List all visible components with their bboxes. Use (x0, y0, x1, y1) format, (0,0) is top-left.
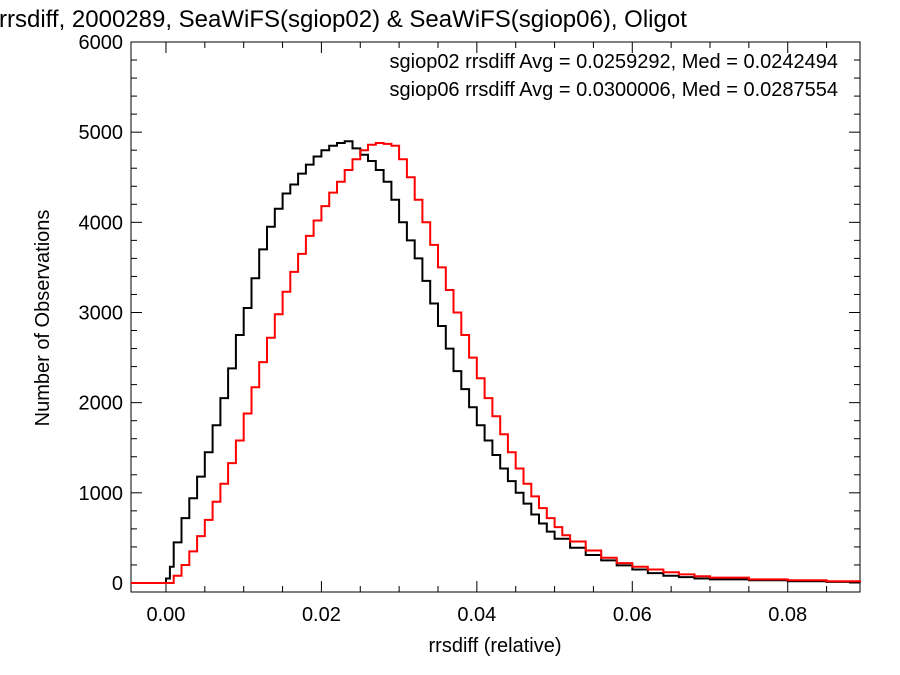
y-tick-label: 3000 (79, 302, 124, 324)
y-axis-label: Number of Observations (32, 210, 54, 427)
y-tick-label: 4000 (79, 212, 124, 234)
series-line-sgiop06 (131, 142, 861, 584)
y-tick-label: 0 (112, 573, 123, 595)
series-layer (131, 140, 861, 584)
y-tick-label: 5000 (79, 122, 124, 144)
x-tick-label: 0.08 (768, 604, 807, 626)
axis-tick-labels: 0.00 0.02 0.04 0.06 0.08 0 1000 2000 3000 4000 500… (79, 32, 808, 626)
x-tick-label: 0.04 (457, 604, 496, 626)
x-axis-label: rrsdiff (relative) (429, 635, 562, 657)
x-tick-label: 0.00 (147, 604, 186, 626)
y-tick-label: 2000 (79, 393, 124, 415)
x-tick-label: 0.06 (613, 604, 652, 626)
y-tick-label: 6000 (79, 32, 124, 54)
series-line-sgiop02 (131, 140, 861, 584)
chart-title: rrsdiff, 2000289, SeaWiFS(sgiop02) & Sea… (0, 6, 687, 33)
x-tick-label: 0.02 (302, 604, 341, 626)
axis-ticks (131, 41, 860, 592)
plot-frame (130, 41, 861, 593)
annotation-sgiop06-stats: sgiop06 rrsdiff Avg = 0.0300006, Med = 0… (390, 79, 839, 101)
annotation-sgiop02-stats: sgiop02 rrsdiff Avg = 0.0259292, Med = 0… (390, 51, 839, 73)
y-tick-label: 1000 (79, 483, 124, 505)
